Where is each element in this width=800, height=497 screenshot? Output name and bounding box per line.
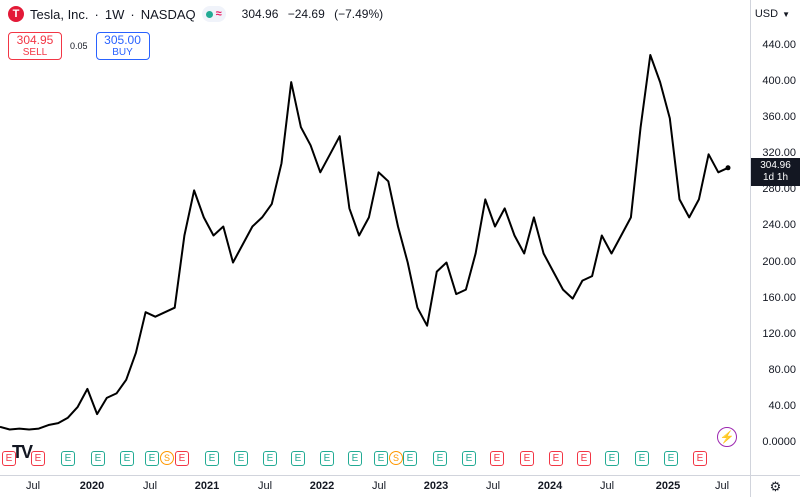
price-axis-label: 240.00 [762,219,796,232]
wave-icon: ≈ [215,7,222,20]
bar-countdown: 1d 1h [762,172,789,183]
lightning-icon[interactable]: ⚡ [717,427,737,447]
earnings-badge[interactable]: E [120,451,134,466]
price-chart [0,54,731,431]
time-axis-label: Jul [142,480,158,492]
earnings-badge[interactable]: E [348,451,362,466]
split-badge[interactable]: S [389,451,403,465]
earnings-badge[interactable]: E [263,451,277,466]
earnings-badge[interactable]: E [490,451,504,466]
earnings-badge[interactable]: E [175,451,189,466]
earnings-badge[interactable]: E [61,451,75,466]
legend-separator: · [130,6,135,22]
price-axis-label: 0.0000 [762,436,796,448]
earnings-badge[interactable]: E [205,451,219,466]
earnings-badge[interactable]: E [693,451,707,466]
time-axis-label: Jul [599,480,615,492]
symbol-legend[interactable]: T Tesla, Inc. · 1W · NASDAQ ≈ 304.96 −24… [8,6,389,22]
earnings-badge[interactable]: E [664,451,678,466]
chevron-down-icon: ▼ [782,9,790,19]
change-value: −24.69 [287,7,325,21]
price-axis-label: 400.00 [762,75,796,88]
sell-label: SELL [22,47,48,59]
earnings-badge[interactable]: E [549,451,563,466]
trade-buttons: 304.95 SELL 0.05 305.00 BUY [8,32,150,60]
earnings-badge[interactable]: E [145,451,159,466]
symbol-exchange: NASDAQ [140,6,196,22]
price-axis-label: 200.00 [762,255,796,268]
earnings-badge[interactable]: E [577,451,591,466]
earnings-badge[interactable]: E [403,451,417,466]
price-axis-label: 80.00 [768,363,796,376]
price-axis-label: 120.00 [762,327,796,340]
symbol-interval: 1W [104,6,125,22]
earnings-badge[interactable]: E [635,451,649,466]
tradingview-logo-icon[interactable]: TV [12,442,33,462]
earnings-badge[interactable]: E [31,451,45,466]
currency-selector[interactable]: USD ▼ [755,8,790,20]
time-axis-label: 2021 [194,480,220,492]
time-axis-label: 2020 [79,480,105,492]
sell-price: 304.95 [16,32,54,47]
time-axis-label: 2025 [655,480,681,492]
earnings-badge[interactable]: E [320,451,334,466]
earnings-badge[interactable]: E [2,451,16,466]
time-axis-label: 2023 [423,480,449,492]
buy-button[interactable]: 305.00 BUY [95,32,150,60]
price-axis-label: 40.00 [768,399,796,412]
earnings-badge[interactable]: E [520,451,534,466]
earnings-badge[interactable]: E [234,451,248,466]
symbol-name: Tesla, Inc. [30,6,89,22]
last-price-value: 304.96 [241,7,279,21]
change-percent-value: (−7.49%) [334,7,384,21]
earnings-badge[interactable]: E [91,451,105,466]
price-axis-label: 280.00 [762,183,796,196]
sell-button[interactable]: 304.95 SELL [8,32,62,60]
chart-settings-button[interactable]: ⚙ [750,475,800,497]
last-price-marker: 304.96 1d 1h [751,158,800,186]
tesla-logo-icon: T [8,6,24,22]
market-status-badge[interactable]: ≈ [201,6,226,22]
gear-icon: ⚙ [769,478,782,494]
buy-label: BUY [112,47,133,59]
earnings-badge[interactable]: E [462,451,476,466]
chart-plot-area[interactable]: T Tesla, Inc. · 1W · NASDAQ ≈ 304.96 −24… [0,0,750,475]
spread-value: 0.05 [70,41,88,51]
time-axis-label: Jul [714,480,730,492]
last-price-label: 304.96 [760,160,791,171]
time-axis-label: 2024 [537,480,563,492]
earnings-badge[interactable]: E [605,451,619,466]
time-axis-label: Jul [25,480,41,492]
market-open-dot-icon [205,10,213,18]
split-badge[interactable]: S [160,451,174,465]
legend-separator: · [94,6,99,22]
earnings-badge[interactable]: E [433,451,447,466]
price-axis-label: 440.00 [762,39,796,51]
earnings-badge[interactable]: E [374,451,388,466]
time-axis-label: 2022 [309,480,335,492]
time-axis-label: Jul [371,480,387,492]
price-axis[interactable]: USD ▼ 440.00 400.00 360.00 320.00 280.00 240.… [750,0,800,475]
price-axis-label: 160.00 [762,291,796,304]
time-axis[interactable]: Jul 2020 Jul 2021 Jul 2022 Jul 2023 Jul 2024 Jul 20… [0,475,750,497]
buy-price: 305.00 [104,32,141,47]
last-point-marker [725,165,731,171]
logo-letter: T [12,8,20,20]
time-axis-label: Jul [257,480,273,492]
currency-label: USD [754,8,779,20]
earnings-badge[interactable]: E [291,451,305,466]
price-line-series [0,54,729,431]
price-axis-label: 320.00 [762,147,796,160]
time-axis-label: Jul [485,480,501,492]
quote-values: 304.96 −24.69 (−7.49%) [242,7,389,21]
price-axis-label: 360.00 [762,111,796,124]
